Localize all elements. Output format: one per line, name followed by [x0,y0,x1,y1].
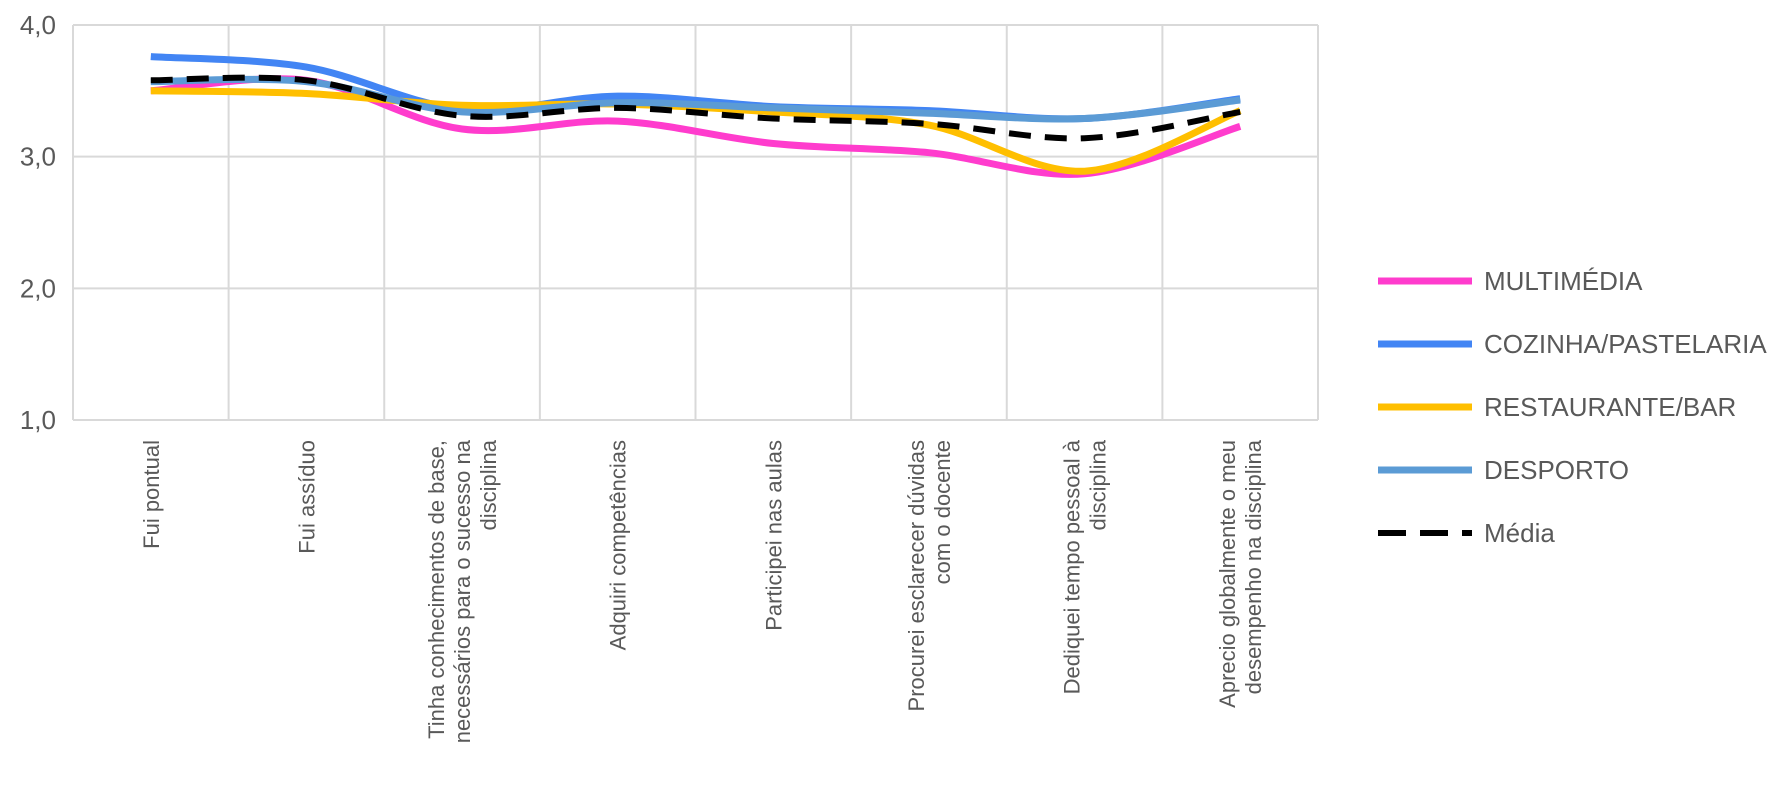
series-line-3 [150,75,1241,123]
y-tick-label: 1,0 [20,405,56,435]
y-tick-label: 3,0 [20,142,56,172]
y-axis-ticks: 1,0 2,0 3,0 4,0 [20,10,56,435]
x-category-label: Procurei esclarecer dúvidas com o docente [904,440,955,711]
legend-label: COZINHA/PASTELARIA [1484,329,1767,359]
x-category-line: necessários para o sucesso na [450,439,475,743]
legend-label: MULTIMÉDIA [1484,266,1643,296]
series-line-4 [150,74,1241,142]
x-category-line: Participei nas aulas [761,440,786,631]
x-category-line: Dediquei tempo pessoal à [1060,439,1085,694]
x-category-label: Aprecio globalmente o meu desempenho na d… [1215,439,1266,708]
legend-item: DESPORTO [1378,455,1629,485]
x-category-line: disciplina [476,439,501,530]
legend: MULTIMÉDIA COZINHA/PASTELARIA RESTAURANTE/… [1378,266,1767,548]
x-category-line: Fui pontual [139,440,164,549]
legend-item: RESTAURANTE/BAR [1378,392,1736,422]
x-axis-categories: Fui pontual Fui assíduo Tinha conhecimento… [139,439,1266,743]
x-category-line: Fui assíduo [294,440,319,554]
x-category-line: Procurei esclarecer dúvidas [904,440,929,711]
legend-label: Média [1484,518,1555,548]
x-category-line: Adquiri competências [606,440,631,650]
x-category-label: Tinha conhecimentos de base, necessários … [424,439,501,743]
legend-label: DESPORTO [1484,455,1629,485]
legend-item: Média [1378,518,1555,548]
x-category-label: Adquiri competências [606,440,631,650]
x-category-label: Participei nas aulas [761,440,786,631]
x-category-label: Fui pontual [139,440,164,549]
x-category-line: Tinha conhecimentos de base, [424,440,449,739]
legend-item: MULTIMÉDIA [1378,266,1643,296]
x-category-label: Dediquei tempo pessoal à disciplina [1060,439,1111,694]
x-category-line: Aprecio globalmente o meu [1215,440,1240,708]
x-category-line: desempenho na disciplina [1241,439,1266,694]
legend-label: RESTAURANTE/BAR [1484,392,1736,422]
x-category-line: disciplina [1086,439,1111,530]
y-tick-label: 4,0 [20,10,56,40]
x-category-label: Fui assíduo [294,440,319,554]
y-tick-label: 2,0 [20,273,56,303]
series-lines [150,53,1242,178]
gridlines [72,24,1319,421]
x-category-line: com o docente [930,440,955,584]
legend-item: COZINHA/PASTELARIA [1378,329,1767,359]
